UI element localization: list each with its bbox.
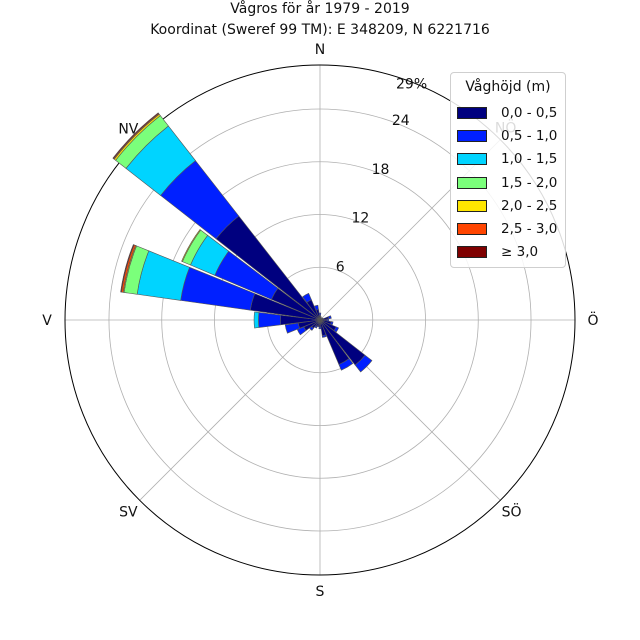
legend-swatch	[457, 129, 487, 142]
sector-120-bin-1	[333, 326, 340, 333]
legend-item: 0,5 - 1,0	[451, 124, 565, 147]
radial-tick-label-4: 29%	[396, 76, 427, 92]
legend-label: 0,0 - 0,5	[501, 104, 558, 121]
sector-180-bin-1	[318, 326, 322, 330]
sector-330-bin-1	[302, 292, 312, 303]
sector-285-bin-6	[120, 244, 135, 293]
sector-270-bin-2	[253, 311, 260, 329]
legend-item: 2,5 - 3,0	[451, 217, 565, 240]
chart-title-line2: Koordinat (Sweref 99 TM): E 348209, N 62…	[150, 22, 490, 38]
sector-240-bin-1	[296, 326, 307, 336]
legend-item: 1,5 - 2,0	[451, 171, 565, 194]
legend-item: 2,0 - 2,5	[451, 194, 565, 217]
legend-item: ≥ 3,0	[451, 241, 565, 264]
legend-label: 2,5 - 3,0	[501, 221, 558, 238]
grid-spoke-5	[139, 319, 321, 501]
legend-label: ≥ 3,0	[501, 244, 539, 261]
legend-label: 2,0 - 2,5	[501, 197, 558, 214]
legend-swatch	[457, 246, 487, 259]
legend-label: 0,5 - 1,0	[501, 127, 558, 144]
radial-tick-label-1: 12	[351, 211, 369, 227]
chart-title-line1: Vågros för år 1979 - 2019	[230, 0, 409, 17]
direction-label-S: S	[316, 584, 325, 600]
legend-item: 0,0 - 0,5	[451, 101, 565, 124]
legend-label: 1,5 - 2,0	[501, 174, 558, 191]
legend-swatch	[457, 153, 487, 166]
outer-circle	[64, 64, 576, 576]
radial-tick-label-0: 6	[336, 259, 345, 275]
sector-345-bin-1	[314, 304, 319, 311]
sector-315-bin-6	[112, 112, 160, 160]
legend-swatch	[457, 199, 487, 212]
sector-270-bin-1	[258, 312, 282, 328]
legend-item: 1,0 - 1,5	[451, 148, 565, 171]
sector-300-bin-4	[181, 229, 202, 262]
legend-label: 1,0 - 1,5	[501, 151, 558, 168]
sector-135-bin-1	[354, 354, 373, 373]
radial-tick-label-2: 18	[372, 162, 390, 178]
direction-label-NV: NV	[118, 121, 138, 137]
sector-30-bin-1	[320, 317, 323, 320]
legend-swatch	[457, 223, 487, 236]
sector-255-bin-1	[284, 322, 301, 334]
direction-label-SÖ: SÖ	[502, 503, 522, 521]
sector-75-bin-1	[327, 315, 332, 320]
sector-165-bin-1	[321, 334, 327, 338]
direction-label-N: N	[315, 42, 325, 58]
radial-tick-labels: 6 12 18 24 29%	[336, 76, 427, 275]
legend-title: Våghöjd (m)	[465, 79, 551, 95]
sector-150-bin-1	[338, 358, 354, 371]
legend: Våghöjd (m) 0,0 - 0,5 0,5 - 1,0 1,0 - 1,5 1…	[450, 72, 566, 268]
legend-swatch	[457, 106, 487, 119]
direction-label-V: V	[42, 313, 52, 329]
radial-tick-label-3: 24	[392, 113, 410, 129]
direction-label-SV: SV	[119, 505, 138, 521]
rose-sectors	[112, 112, 373, 373]
legend-swatch	[457, 176, 487, 189]
direction-label-Ö: Ö	[587, 311, 598, 329]
